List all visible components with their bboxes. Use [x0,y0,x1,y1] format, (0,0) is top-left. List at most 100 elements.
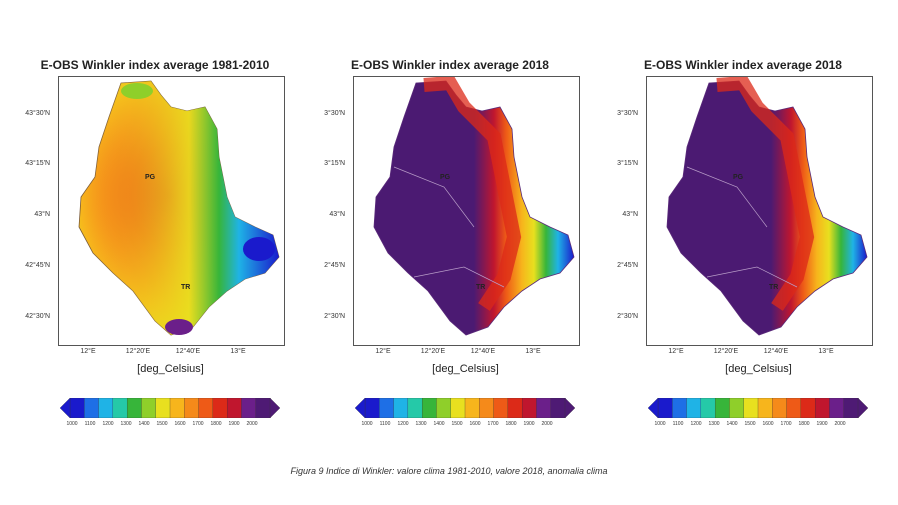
colorbar-tick: 2000 [834,421,846,427]
colorbar-swatch [700,398,716,418]
colorbar-swatch [536,398,552,418]
x-tick-label: 12°20'E [713,348,739,355]
colorbar-swatch [379,398,395,418]
colorbar-swatch [98,398,114,418]
umbria-map-anomaly: PG TR [666,77,868,336]
colorbar-tick: 1100 [379,421,391,427]
colorbar-tick: 1500 [451,421,463,427]
colorbar-tick: 1300 [415,421,427,427]
colorbar-tick: 1400 [726,421,738,427]
colorbar-tick: 1100 [84,421,96,427]
colorbar-swatch [450,398,466,418]
colorbar-swatch [169,398,185,418]
map-panel-2018: E-OBS Winkler index average 2018 3°30'N … [305,40,595,440]
y-tick-label: 43°N [34,211,50,218]
panel-title: E-OBS Winkler index average 2018 [351,58,549,72]
y-tick-label: 2°45'N [617,262,638,269]
umbria-map-2018: PG TR [373,77,575,336]
colorbar-swatch [112,398,128,418]
place-code: PG [733,174,744,181]
y-tick-label: 2°45'N [324,262,345,269]
colorbar-tick: 2000 [246,421,258,427]
colorbar-swatch [757,398,773,418]
colorbar-max-arrow [269,398,280,418]
colorbar-swatch [657,398,673,418]
x-tick-label: 13°E [818,348,834,355]
place-code: TR [181,284,190,291]
colorbar-swatch [743,398,759,418]
colorbar-tick: 1900 [523,421,535,427]
y-tick-label: 43°N [622,211,638,218]
colorbar-tick: 1800 [505,421,517,427]
colorbar-swatch [729,398,745,418]
colorbar-tick: 1400 [138,421,150,427]
colorbar-swatch [672,398,688,418]
colorbar-swatch [126,398,143,418]
y-tick-label: 2°30'N [324,313,345,320]
colorbar [355,398,575,418]
colorbar-swatch [226,398,243,418]
colorbar-swatch [521,398,538,418]
y-tick-label: 43°15'N [25,160,50,167]
colorbar-swatch [464,398,480,418]
y-tick-label: 43°30'N [25,110,50,117]
colorbar-swatch [843,398,859,418]
colorbar-tick: 1700 [487,421,499,427]
place-code: PG [145,174,156,181]
colorbar-tick: 1700 [780,421,792,427]
colorbar-swatch [212,398,228,418]
x-tick-label: 12°40'E [763,348,789,355]
x-tick-label: 12°40'E [470,348,496,355]
colorbar-tick: 1000 [66,421,78,427]
colorbar-swatch [69,398,85,418]
y-tick-label: 3°15'N [324,160,345,167]
colorbar-min-arrow [648,398,659,418]
place-code: PG [440,174,451,181]
x-tick-label: 12°E [80,348,96,355]
colorbar-max-arrow [564,398,575,418]
colorbar-swatch [814,398,831,418]
colorbar-tick: 1800 [798,421,810,427]
colorbar-gradient [355,398,575,418]
colorbar-swatch [686,398,702,418]
colorbar-swatch [714,398,731,418]
map-frame: PG TR [58,76,285,346]
colorbar-swatch [198,398,214,418]
colorbar-swatch [507,398,523,418]
colorbar-swatch [800,398,816,418]
unit-label: [deg_Celsius] [725,363,792,375]
map-frame: PG TR [353,76,580,346]
y-tick-label: 42°45'N [25,262,50,269]
place-code: TR [476,284,485,291]
colorbar-tick: 1900 [228,421,240,427]
colorbar-tick: 1500 [156,421,168,427]
colorbar-tick: 1300 [708,421,720,427]
x-tick-label: 12°20'E [125,348,151,355]
colorbar-tick: 1400 [433,421,445,427]
colorbar-min-arrow [355,398,366,418]
x-tick-label: 12°E [375,348,391,355]
colorbar-swatch [436,398,452,418]
colorbar-swatch [493,398,509,418]
colorbar-swatch [141,398,157,418]
umbria-map-climate: PG TR [78,80,280,336]
y-tick-label: 3°30'N [324,110,345,117]
map-panel-1981-2010: E-OBS Winkler index average 1981-2010 43… [10,40,300,440]
y-tick-label: 3°15'N [617,160,638,167]
colorbar-swatch [393,398,409,418]
colorbar-swatch [829,398,845,418]
figure-caption: Figura 9 Indice di Winkler: valore clima… [290,466,608,476]
colorbar-tick: 1000 [654,421,666,427]
x-tick-label: 12°20'E [420,348,446,355]
colorbar-swatch [786,398,802,418]
colorbar-swatch [155,398,171,418]
colorbar-tick: 1200 [690,421,702,427]
colorbar-tick: 1900 [816,421,828,427]
panel-title: E-OBS Winkler index average 2018 [644,58,842,72]
y-tick-label: 2°30'N [617,313,638,320]
map-frame: PG TR [646,76,873,346]
y-tick-label: 43°N [329,211,345,218]
panel-title: E-OBS Winkler index average 1981-2010 [40,58,270,72]
colorbar-swatch [772,398,788,418]
place-code: TR [769,284,778,291]
